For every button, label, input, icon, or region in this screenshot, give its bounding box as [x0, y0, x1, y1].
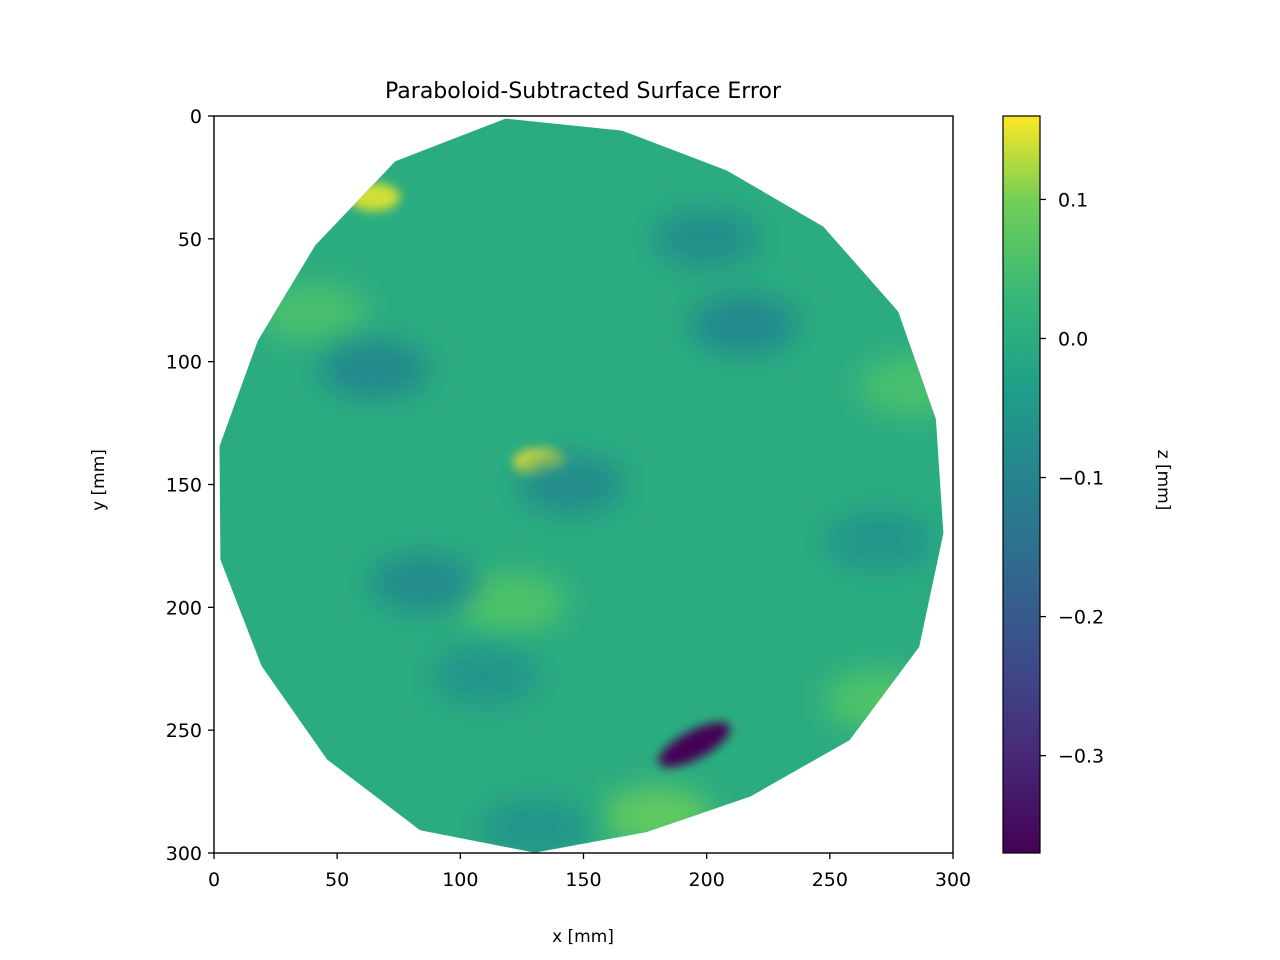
y-tick-label: 100: [166, 352, 202, 374]
colorbar-axis: 0.1 0.0 −0.1 −0.2 −0.3: [1040, 189, 1104, 768]
y-tick-label: 50: [178, 229, 202, 251]
x-tick-label: 150: [565, 869, 601, 891]
y-tick-label: 150: [166, 475, 202, 497]
y-axis: 0 50 100 150 200 250 300: [166, 106, 214, 865]
heatmap-feature: [348, 183, 401, 212]
heatmap-feature: [368, 553, 478, 613]
colorbar-tick-label: −0.1: [1058, 468, 1104, 490]
y-axis-label: y [mm]: [89, 449, 109, 511]
heatmap-feature: [257, 283, 368, 342]
y-tick-label: 300: [166, 843, 202, 865]
heatmap-feature: [652, 209, 762, 269]
heatmap-feature: [689, 295, 799, 355]
heatmap-feature: [858, 356, 944, 416]
x-tick-label: 100: [442, 869, 478, 891]
y-tick-label: 200: [166, 597, 202, 619]
heatmap-feature: [479, 799, 589, 853]
y-tick-label: 0: [190, 106, 202, 128]
heatmap-feature: [658, 722, 731, 768]
x-axis-label: x [mm]: [552, 927, 614, 947]
heatmap-feature: [455, 573, 565, 632]
x-tick-label: 50: [325, 869, 349, 891]
heatmap-feature: [824, 671, 934, 731]
x-tick-label: 0: [208, 869, 220, 891]
heatmap-feature: [319, 339, 429, 399]
chart-title: Paraboloid-Subtracted Surface Error: [385, 79, 782, 104]
x-tick-label: 300: [935, 869, 971, 891]
heatmap-feature: [430, 646, 540, 706]
x-tick-label: 200: [689, 869, 725, 891]
x-tick-label: 250: [812, 869, 848, 891]
y-tick-label: 250: [166, 720, 202, 742]
colorbar: [1002, 115, 1041, 854]
colorbar-tick-label: 0.1: [1058, 189, 1088, 211]
heatmap-feature: [602, 786, 713, 846]
colorbar-label: z [mm]: [1153, 450, 1173, 511]
colorbar-tick-label: −0.3: [1058, 746, 1104, 768]
colorbar-tick-label: 0.0: [1058, 328, 1088, 350]
heatmap-feature: [824, 511, 934, 571]
x-axis: 0 50 100 150 200 250 300: [208, 853, 971, 891]
heatmap-surface: [219, 118, 944, 853]
heatmap-feature: [516, 455, 626, 514]
colorbar-tick-label: −0.2: [1058, 607, 1104, 629]
